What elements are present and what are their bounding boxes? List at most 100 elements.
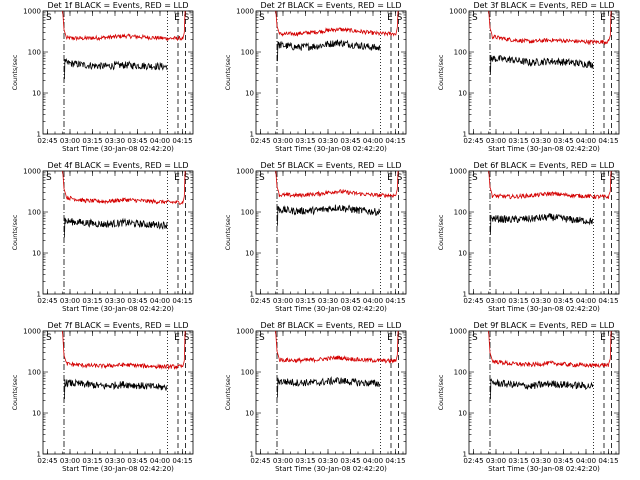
panel-title: Det 5f BLACK = Events, RED = LLD — [260, 161, 401, 170]
x-tick-label: 04:15 — [385, 137, 405, 145]
interval-marker: S — [184, 13, 190, 23]
x-tick-label: 04:00 — [150, 297, 170, 305]
x-tick-label: 03:15 — [295, 297, 315, 305]
lld-rate-series — [62, 331, 186, 370]
x-tick-label: 04:15 — [598, 137, 618, 145]
y-axis-label: Counts/sec — [224, 214, 232, 250]
y-tick-label: 10 — [245, 410, 254, 418]
panel-title: Det 7f BLACK = Events, RED = LLD — [47, 321, 188, 330]
x-tick-label: 03:45 — [127, 457, 147, 465]
y-tick-label: 1000 — [23, 8, 41, 16]
x-tick-label: 03:15 — [295, 457, 315, 465]
interval-marker: E — [387, 13, 393, 23]
interval-marker: E — [174, 173, 180, 183]
interval-marker: E — [387, 173, 393, 183]
x-axis-label: Start Time (30-Jan-08 02:42:20) — [275, 305, 387, 313]
x-tick-label: 03:45 — [553, 137, 573, 145]
y-tick-label: 100 — [28, 209, 41, 217]
events-rate-series — [277, 376, 381, 398]
panel-title: Det 6f BLACK = Events, RED = LLD — [473, 161, 614, 170]
events-rate-series — [277, 204, 381, 226]
interval-marker: S — [184, 173, 190, 183]
x-axis-label: Start Time (30-Jan-08 02:42:20) — [275, 465, 387, 473]
detector-panel-4: Det 4f BLACK = Events, RED = LLD 1 10 100 10… — [11, 161, 194, 313]
y-tick-label: 1 — [250, 451, 254, 459]
detector-panel-5: Det 5f BLACK = Events, RED = LLD 1 10 100 10… — [224, 161, 407, 313]
x-tick-label: 03:45 — [340, 297, 360, 305]
y-axis-label: Counts/sec — [437, 374, 445, 410]
lld-rate-series — [488, 171, 612, 200]
y-tick-label: 1000 — [449, 328, 467, 336]
y-tick-label: 10 — [32, 410, 41, 418]
y-tick-label: 100 — [241, 209, 254, 217]
events-rate-series — [64, 57, 168, 80]
panel-title: Det 2f BLACK = Events, RED = LLD — [260, 1, 401, 10]
x-tick-label: 02:45 — [37, 137, 57, 145]
plot-frame — [255, 330, 407, 455]
x-tick-label: 03:15 — [295, 137, 315, 145]
interval-marker: S — [610, 13, 616, 23]
y-axis-label: Counts/sec — [11, 54, 19, 90]
y-tick-label: 1 — [463, 451, 467, 459]
interval-marker: S — [472, 173, 478, 183]
x-tick-label: 02:45 — [250, 297, 270, 305]
events-rate-series — [64, 378, 168, 400]
y-tick-label: 10 — [32, 250, 41, 258]
x-tick-label: 04:00 — [576, 137, 596, 145]
x-tick-label: 03:45 — [127, 297, 147, 305]
lld-rate-series — [275, 331, 399, 364]
y-tick-label: 10 — [458, 250, 467, 258]
x-tick-label: 02:45 — [250, 137, 270, 145]
x-tick-label: 02:45 — [37, 297, 57, 305]
panel-title: Det 4f BLACK = Events, RED = LLD — [47, 161, 188, 170]
x-tick-label: 03:30 — [105, 297, 125, 305]
x-tick-label: 03:30 — [318, 457, 338, 465]
x-tick-label: 03:30 — [531, 457, 551, 465]
x-tick-label: 04:00 — [150, 457, 170, 465]
plot-frame — [42, 170, 194, 295]
x-axis-label: Start Time (30-Jan-08 02:42:20) — [488, 145, 600, 153]
x-tick-label: 03:15 — [82, 137, 102, 145]
x-tick-label: 03:15 — [508, 457, 528, 465]
x-tick-label: 03:45 — [553, 457, 573, 465]
x-tick-label: 02:45 — [37, 457, 57, 465]
x-tick-label: 03:00 — [60, 137, 80, 145]
y-tick-label: 100 — [241, 49, 254, 57]
y-tick-label: 1000 — [23, 168, 41, 176]
interval-marker: E — [174, 13, 180, 23]
x-tick-label: 03:00 — [60, 297, 80, 305]
x-tick-label: 02:45 — [250, 457, 270, 465]
y-tick-label: 1000 — [449, 168, 467, 176]
x-tick-label: 04:00 — [363, 457, 383, 465]
interval-marker: S — [472, 333, 478, 343]
x-tick-label: 03:15 — [82, 297, 102, 305]
x-tick-label: 03:45 — [340, 137, 360, 145]
y-tick-label: 10 — [245, 90, 254, 98]
x-tick-label: 04:00 — [150, 137, 170, 145]
lld-rate-series — [488, 331, 612, 369]
y-tick-label: 100 — [454, 209, 467, 217]
y-tick-label: 1 — [250, 131, 254, 139]
interval-marker: S — [259, 173, 265, 183]
y-axis-label: Counts/sec — [437, 54, 445, 90]
interval-marker: E — [387, 333, 393, 343]
interval-marker: S — [259, 13, 265, 23]
interval-marker: S — [610, 173, 616, 183]
y-axis-label: Counts/sec — [11, 374, 19, 410]
x-tick-label: 03:00 — [273, 297, 293, 305]
interval-marker: S — [46, 173, 52, 183]
panel-title: Det 3f BLACK = Events, RED = LLD — [473, 1, 614, 10]
x-tick-label: 04:15 — [172, 297, 192, 305]
interval-marker: S — [397, 333, 403, 343]
events-rate-series — [490, 213, 594, 235]
y-tick-label: 1 — [37, 451, 41, 459]
x-tick-label: 04:00 — [363, 137, 383, 145]
x-tick-label: 04:00 — [576, 457, 596, 465]
plot-frame — [42, 10, 194, 135]
x-tick-label: 03:00 — [486, 297, 506, 305]
x-tick-label: 03:15 — [508, 137, 528, 145]
y-tick-label: 100 — [28, 369, 41, 377]
x-tick-label: 03:00 — [273, 137, 293, 145]
y-tick-label: 10 — [245, 250, 254, 258]
